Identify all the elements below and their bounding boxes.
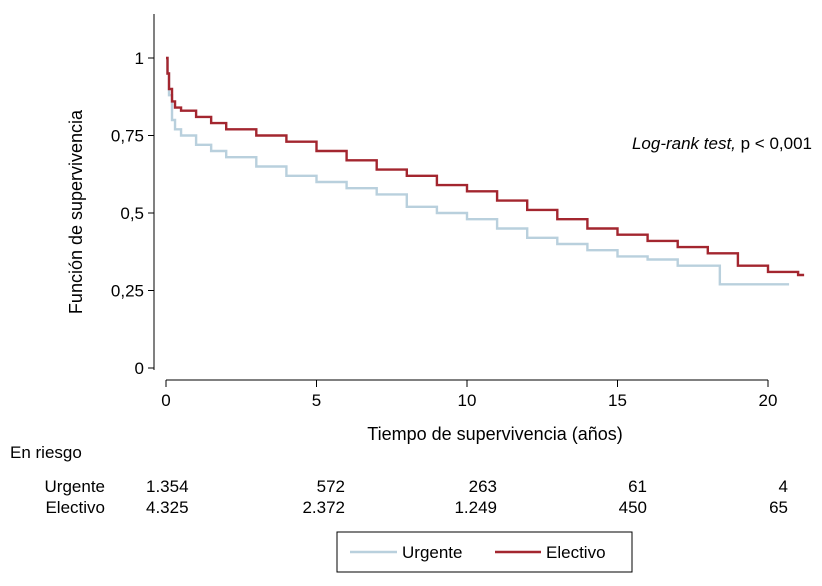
risk-value: 4.325: [146, 498, 189, 517]
risk-value: 65: [769, 498, 788, 517]
x-tick-label: 5: [312, 391, 321, 410]
legend-label-urgente: Urgente: [402, 543, 462, 562]
risk-value: 4: [779, 477, 788, 496]
legend: Urgente Electivo: [336, 531, 633, 573]
legend-box: [336, 531, 633, 573]
y-tick-label: 0: [135, 359, 144, 378]
risk-table: En riesgo Urgente 1.354 572 263 61 4 Electivo 4…: [10, 443, 788, 517]
risk-value: 2.372: [302, 498, 345, 517]
legend-label-electivo: Electivo: [546, 543, 606, 562]
survival-curve-urgente: [166, 56, 790, 286]
x-tick-label: 10: [458, 391, 477, 410]
y-axis-title: Función de supervivencia: [66, 109, 86, 314]
risk-value: 1.354: [146, 477, 189, 496]
y-tick-label: 0,5: [120, 204, 144, 223]
y-tick-label: 0,75: [111, 127, 144, 146]
risk-value: 450: [619, 498, 647, 517]
risk-row-label-electivo: Electivo: [45, 498, 105, 517]
x-axis-title: Tiempo de supervivencia (años): [367, 424, 622, 444]
risk-value: 1.249: [454, 498, 497, 517]
y-tick-label: 0,25: [111, 282, 144, 301]
risk-value: 61: [628, 477, 647, 496]
x-tick-label: 0: [161, 391, 170, 410]
log-rank-annotation: Log-rank test, p < 0,001: [632, 134, 812, 153]
risk-table-title: En riesgo: [10, 443, 82, 462]
risk-value: 263: [469, 477, 497, 496]
survival-curve-electivo: [166, 56, 805, 277]
risk-value: 572: [317, 477, 345, 496]
x-tick-label: 20: [759, 391, 778, 410]
p-value-label: p < 0,001: [736, 134, 812, 153]
log-rank-test-label: Log-rank test,: [632, 134, 736, 153]
y-tick-label: 1: [135, 49, 144, 68]
x-tick-label: 15: [608, 391, 627, 410]
risk-row-label-urgente: Urgente: [45, 477, 105, 496]
risk-table-rows: Urgente 1.354 572 263 61 4 Electivo 4.325 2.372 1…: [45, 477, 788, 517]
